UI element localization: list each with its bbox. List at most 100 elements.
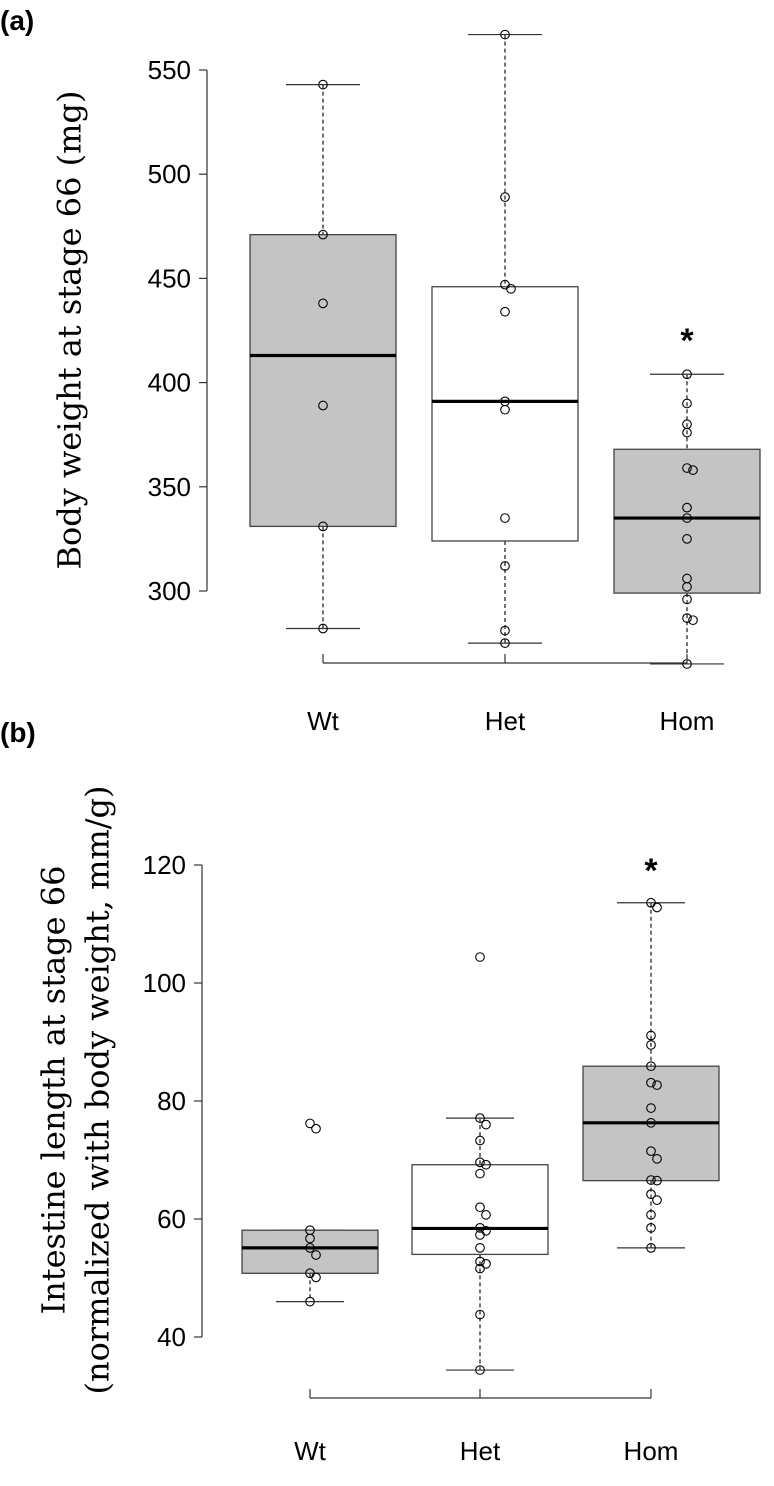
box-wt <box>241 1118 379 1307</box>
data-point <box>682 581 692 592</box>
data-point <box>475 952 485 962</box>
data-point <box>652 1153 662 1164</box>
data-point <box>682 369 692 380</box>
panel-a: (a) Body weight at stage 66 (mg) 300 350 400… <box>0 5 761 736</box>
data-point <box>682 513 692 523</box>
data-point <box>646 1077 656 1088</box>
iqr-box <box>613 448 761 594</box>
significance-marker: * <box>680 322 694 360</box>
data-point <box>652 1080 662 1090</box>
y-tick-label: 500 <box>148 159 191 189</box>
x-tick-label: Hom <box>660 706 715 736</box>
panel-label: (b) <box>0 717 36 748</box>
data-point <box>475 1309 485 1320</box>
data-point <box>475 1168 485 1179</box>
data-point <box>475 1135 485 1146</box>
panel-b: (b) Intestine length at stage 66 (normaliz… <box>0 717 720 1466</box>
data-point <box>305 1118 315 1129</box>
data-point <box>646 1040 656 1050</box>
data-point <box>646 1189 656 1200</box>
data-point <box>688 615 698 626</box>
y-tick-label: 550 <box>148 55 191 85</box>
data-point <box>682 594 692 605</box>
data-point <box>311 1272 321 1283</box>
data-point <box>318 298 328 309</box>
data-point <box>682 613 692 623</box>
x-tick-label: Wt <box>307 706 340 736</box>
y-axis-label: Intestine length at stage 66 <box>35 866 73 1315</box>
data-point <box>475 1263 485 1274</box>
data-point <box>481 1119 491 1130</box>
data-point <box>475 1157 485 1168</box>
data-point <box>652 1195 662 1205</box>
box-het <box>411 952 549 1375</box>
data-point <box>305 1233 315 1244</box>
data-point <box>500 29 510 40</box>
data-point <box>500 561 510 571</box>
data-point <box>500 306 510 317</box>
data-point <box>500 625 510 636</box>
box-wt <box>249 79 397 634</box>
data-point <box>475 1243 485 1253</box>
data-point <box>475 1113 485 1123</box>
data-point <box>500 192 510 202</box>
data-point <box>646 1030 656 1041</box>
data-point <box>646 1103 656 1113</box>
y-tick-label: 60 <box>157 1204 186 1234</box>
data-point <box>475 1222 485 1233</box>
data-point <box>481 1159 491 1170</box>
data-point <box>500 638 510 648</box>
data-point <box>481 1258 491 1269</box>
y-axis-label: Body weight at stage 66 (mg) <box>51 91 89 570</box>
data-point <box>646 1243 656 1253</box>
data-point <box>646 1175 656 1185</box>
data-point <box>500 404 510 415</box>
data-point <box>646 1061 656 1072</box>
data-point <box>646 1146 656 1156</box>
y-tick-label: 450 <box>148 263 191 293</box>
data-point <box>688 465 698 475</box>
iqr-box <box>249 233 397 528</box>
data-point <box>682 463 692 473</box>
data-point <box>682 427 692 438</box>
data-point <box>318 79 328 90</box>
x-tick-label: Hom <box>624 1436 679 1466</box>
data-point <box>475 1365 485 1375</box>
x-tick-label: Wt <box>294 1436 327 1466</box>
data-point <box>652 902 662 913</box>
data-point <box>646 897 656 908</box>
data-point <box>682 534 692 544</box>
data-point <box>318 623 328 634</box>
data-point <box>682 502 692 513</box>
y-tick-label: 300 <box>148 576 191 606</box>
y-tick-label: 400 <box>148 368 191 398</box>
data-point <box>311 1250 321 1260</box>
box-hom <box>582 897 720 1253</box>
data-point <box>318 400 328 411</box>
y-axis-label: (normalized with body weight, mm/g) <box>79 785 117 1394</box>
data-point <box>311 1123 321 1134</box>
data-point <box>475 1256 485 1267</box>
data-point <box>506 283 516 294</box>
panel-label: (a) <box>0 5 34 36</box>
data-point <box>500 513 510 523</box>
y-tick-label: 120 <box>143 850 186 880</box>
data-point <box>646 1210 656 1220</box>
data-point <box>475 1202 485 1213</box>
data-point <box>682 398 692 409</box>
data-point <box>318 229 328 240</box>
data-point <box>305 1243 315 1253</box>
x-tick-label: Het <box>460 1436 501 1466</box>
box-hom <box>613 369 761 669</box>
x-tick-label: Het <box>485 706 526 736</box>
y-tick-label: 80 <box>157 1086 186 1116</box>
data-point <box>646 1117 656 1128</box>
data-point <box>646 1222 656 1233</box>
data-point <box>652 1175 662 1186</box>
data-point <box>475 1230 485 1240</box>
y-tick-label: 40 <box>157 1322 186 1352</box>
data-point <box>481 1210 491 1220</box>
y-tick-label: 350 <box>148 472 191 502</box>
y-tick-label: 100 <box>143 968 186 998</box>
